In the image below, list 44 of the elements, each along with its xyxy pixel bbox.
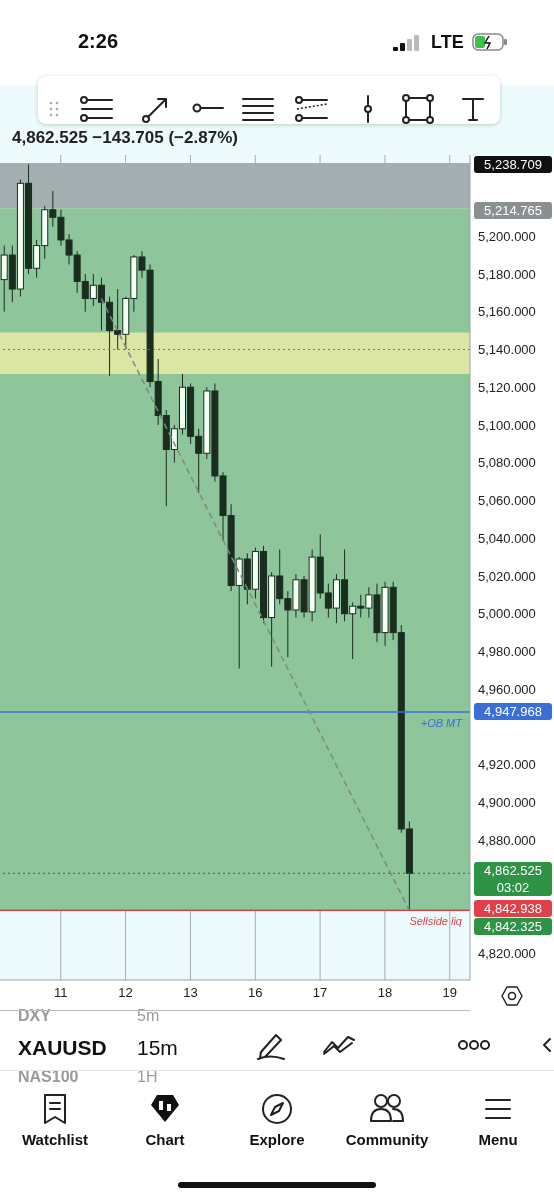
chart-title: 4,862.525 −143.705 (−2.87%) (12, 128, 238, 148)
text: LTE (431, 32, 464, 53)
x-tick-label: 16 (248, 985, 263, 1001)
x-tick-label: 17 (312, 985, 328, 1001)
text: Chart (144, 1131, 186, 1148)
text: Community (344, 1131, 430, 1148)
y-tick-label: 5,140.000 (478, 342, 536, 358)
x-tick-label: 12 (118, 985, 133, 1001)
y-tick-label: 5,180.000 (478, 266, 536, 282)
y-tick-label: 4,820.000 (478, 946, 536, 962)
ref-line-label: +OB MT (420, 716, 464, 729)
text: 03:02 (474, 879, 552, 896)
text: 5m (137, 1007, 160, 1025)
y-tick-label: 5,000.000 (478, 606, 536, 622)
text: 5,214.765 (474, 202, 552, 219)
y-tick-label: 5,100.000 (478, 417, 536, 433)
x-tick-label: 19 (442, 985, 457, 1001)
text: 4,842.325 (474, 918, 552, 935)
y-tick-label: 4,880.000 (478, 832, 536, 848)
text: Explore (248, 1131, 306, 1148)
y-tick-label: 5,040.000 (478, 530, 536, 546)
x-tick-label: 11 (54, 985, 68, 1001)
y-tick-label: 5,020.000 (478, 568, 536, 584)
y-tick-label: 4,900.000 (478, 795, 536, 811)
ref-line-label: Sellside liq (409, 915, 463, 928)
text: XAUUSD (18, 1036, 107, 1060)
x-tick-label: 13 (183, 985, 198, 1001)
text: 4,842.938 (474, 900, 552, 917)
text: 4,947.968 (474, 703, 552, 720)
text: 5,238.709 (474, 156, 552, 173)
y-tick-label: 5,080.000 (478, 455, 536, 471)
y-tick-label: 4,980.000 (478, 644, 536, 660)
x-tick-label: 18 (377, 985, 393, 1001)
text: 2:26 (78, 30, 119, 53)
y-tick-label: 5,160.000 (478, 304, 536, 320)
y-tick-label: 5,200.000 (478, 228, 536, 244)
y-tick-label: 5,120.000 (478, 379, 536, 395)
y-tick-label: 5,060.000 (478, 493, 536, 509)
y-tick-label: 4,960.000 (478, 681, 536, 697)
text: 4,862.525 (474, 862, 552, 879)
text: Watchlist (20, 1131, 90, 1148)
text: 15m (137, 1036, 178, 1060)
text: Menu (477, 1131, 519, 1148)
y-tick-label: 4,920.000 (478, 757, 536, 773)
